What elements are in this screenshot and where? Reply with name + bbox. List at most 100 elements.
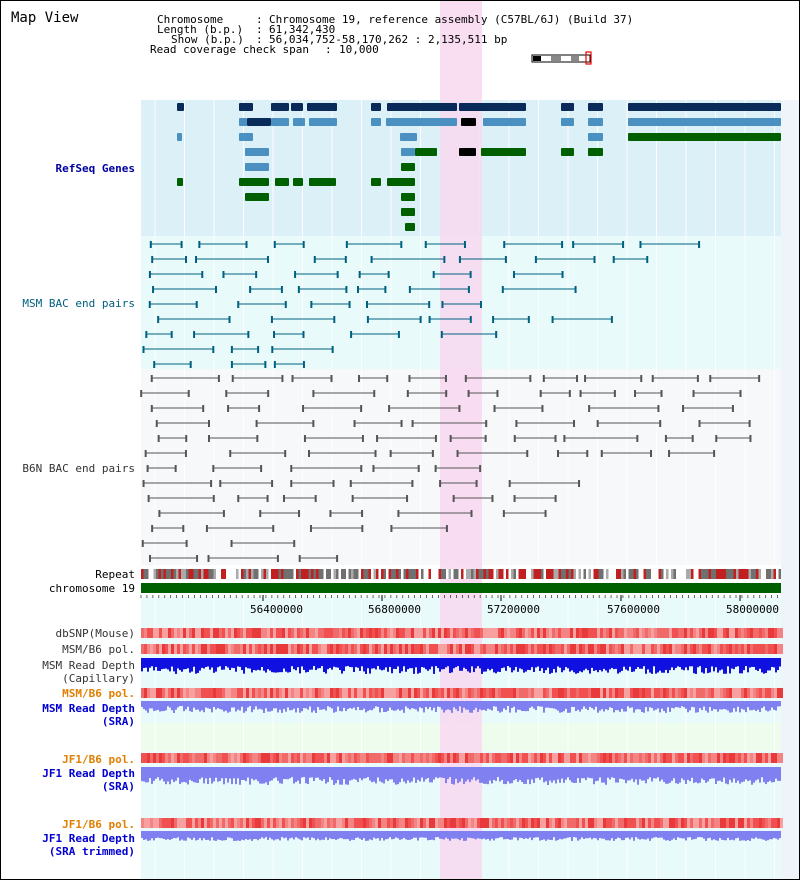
msm-capillary-depth — [757, 658, 759, 671]
jf1-trimmed-depth — [297, 831, 299, 839]
msm-bac-pair-end — [294, 271, 297, 278]
msm-sra-depth — [683, 701, 685, 708]
jf1-sra-depth — [539, 767, 541, 780]
track-label-msm-depth-capillary[interactable]: MSM Read Depth — [42, 659, 135, 672]
msm-sra-depth — [227, 701, 229, 713]
msm-capillary-depth — [779, 658, 781, 667]
repeat-mark — [391, 569, 394, 579]
msm-pol-cell — [720, 644, 723, 654]
msm-capillary-depth — [413, 658, 415, 674]
msm-pol2-cell — [372, 688, 375, 698]
dbsnp-cell — [255, 628, 258, 638]
jf1-pol2-cell — [609, 818, 612, 828]
jf1-pol-cell — [456, 753, 459, 763]
msm-bac-pair-end — [428, 316, 431, 323]
jf1-trimmed-depth — [731, 831, 733, 840]
track-label-refseq[interactable]: RefSeq Genes — [55, 162, 135, 175]
jf1-pol-cell — [141, 753, 144, 763]
msm-pol-cell — [183, 644, 186, 654]
msm-pol2-cell — [561, 688, 564, 698]
msm-pol-cell — [525, 644, 528, 654]
jf1-pol2-cell — [432, 818, 435, 828]
msm-capillary-depth — [385, 658, 387, 668]
track-label-msm-pol-1[interactable]: MSM/B6 pol. — [62, 643, 135, 656]
msm-sra-depth — [415, 701, 417, 710]
jf1-pol-cell — [342, 753, 345, 763]
jf1-pol-cell — [192, 753, 195, 763]
msm-pol2-cell — [699, 688, 702, 698]
msm-bac-pair-end — [310, 301, 313, 308]
jf1-trimmed-depth — [777, 831, 779, 840]
msm-sra-depth — [283, 701, 285, 709]
msm-capillary-depth — [521, 658, 523, 670]
msm-sra-depth — [207, 701, 209, 709]
jf1-pol-cell — [756, 753, 759, 763]
repeat-mark — [148, 569, 151, 579]
repeat-mark — [353, 569, 356, 579]
jf1-sra-depth — [429, 767, 431, 783]
b6n-bac-pair-end — [406, 390, 409, 397]
msm-sra-depth — [381, 701, 383, 709]
track-label-chromosome[interactable]: chromosome 19 — [48, 582, 135, 595]
jf1-trimmed-depth — [699, 831, 701, 838]
msm-bac-pair-end — [551, 316, 554, 323]
jf1-pol2-cell — [495, 818, 498, 828]
msm-capillary-depth — [647, 658, 649, 670]
msm-capillary-depth — [305, 658, 307, 673]
jf1-pol2-cell — [420, 818, 423, 828]
msm-capillary-depth — [323, 658, 325, 673]
jf1-trimmed-depth — [725, 831, 727, 841]
track-label-jf1-pol-2[interactable]: JF1/B6 pol. — [62, 818, 135, 831]
dbsnp-cell — [219, 628, 222, 638]
msm-capillary-depth — [595, 658, 597, 671]
msm-sra-depth — [453, 701, 455, 708]
jf1-sra-depth — [603, 767, 605, 783]
jf1-sra-depth — [571, 767, 573, 783]
jf1-trimmed-depth — [303, 831, 305, 838]
dbsnp-cell — [582, 628, 585, 638]
track-label-msm-depth-sra[interactable]: MSM Read Depth — [42, 702, 135, 715]
track-label-jf1-depth[interactable]: JF1 Read Depth — [42, 767, 135, 780]
msm-sra-depth — [757, 701, 759, 710]
msm-pol2-cell — [210, 688, 213, 698]
track-label-msm-pol-2[interactable]: MSM/B6 pol. — [62, 687, 135, 700]
track-label-b6n-bac[interactable]: B6N BAC end pairs — [22, 462, 135, 475]
track-label-jf1-depth-trimmed[interactable]: JF1 Read Depth — [42, 832, 135, 845]
jf1-sra-depth — [725, 767, 727, 784]
dbsnp-cell — [480, 628, 483, 638]
dbsnp-cell — [474, 628, 477, 638]
jf1-trimmed-depth — [653, 831, 655, 838]
repeat-mark — [461, 569, 464, 579]
repeat-mark — [606, 569, 609, 579]
dbsnp-cell — [660, 628, 663, 638]
b6n-bac-pair-end — [411, 480, 414, 487]
track-label-repeat[interactable]: Repeat — [95, 568, 135, 581]
msm-capillary-depth — [333, 658, 335, 667]
msm-capillary-depth — [359, 658, 361, 671]
track-label-jf1-pol-1[interactable]: JF1/B6 pol. — [62, 753, 135, 766]
jf1-pol-cell — [210, 753, 213, 763]
msm-pol-cell — [444, 644, 447, 654]
msm-capillary-depth — [623, 658, 625, 667]
msm-pol2-cell — [594, 688, 597, 698]
msm-bac-pair-end — [366, 301, 369, 308]
msm-pol2-cell — [246, 688, 249, 698]
jf1-trimmed-depth — [413, 831, 415, 838]
b6n-bac-pair-end — [332, 480, 335, 487]
msm-capillary-depth — [287, 658, 289, 673]
repeat-mark — [378, 569, 381, 579]
msm-bac-pair-end — [336, 271, 339, 278]
track-label-msm-bac[interactable]: MSM BAC end pairs — [22, 297, 135, 310]
msm-bac-pair-end — [331, 346, 334, 353]
msm-capillary-depth — [317, 658, 319, 669]
jf1-trimmed-depth — [775, 831, 777, 839]
track-label-dbsnp[interactable]: dbSNP(Mouse) — [55, 627, 135, 640]
jf1-trimmed-depth — [499, 831, 501, 838]
gene-exon — [239, 178, 269, 186]
msm-pol-cell — [294, 644, 297, 654]
gene-exon — [371, 118, 381, 126]
msm-capillary-depth — [627, 658, 629, 671]
jf1-trimmed-depth — [701, 831, 703, 838]
msm-pol2-cell — [195, 688, 198, 698]
